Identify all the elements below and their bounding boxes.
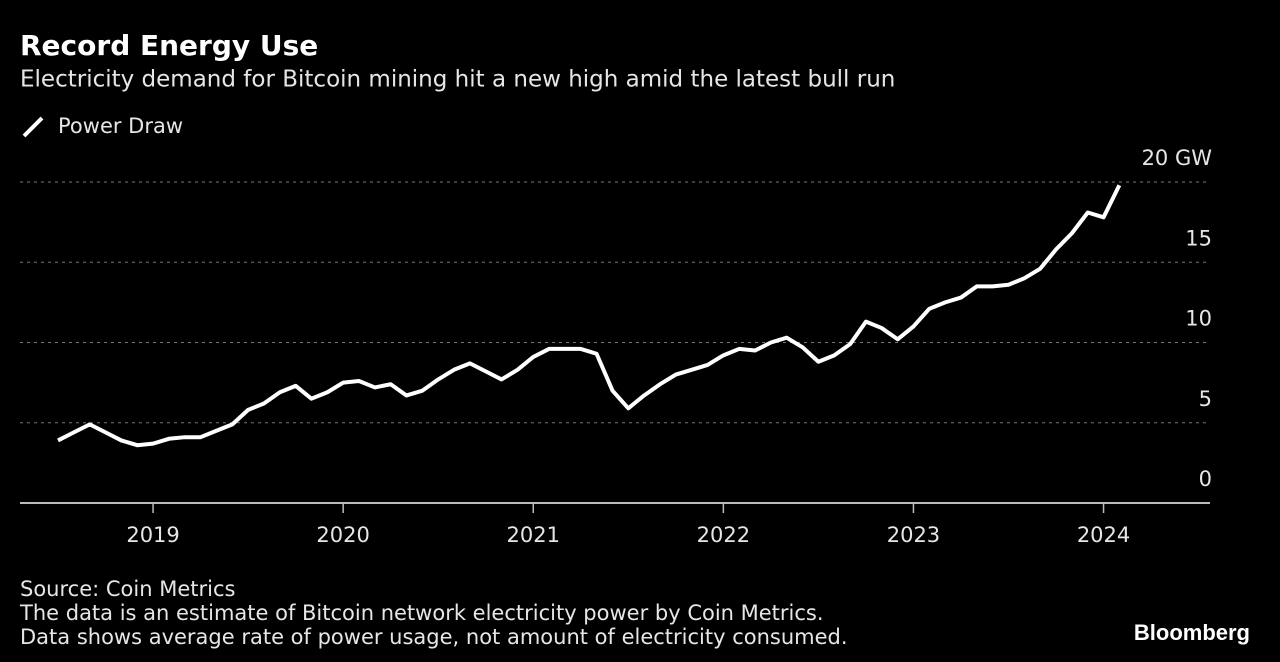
x-tick-label: 2021 <box>507 523 560 547</box>
legend-label: Power Draw <box>58 114 183 138</box>
legend-swatch <box>22 116 44 138</box>
y-tick-label: 0 <box>1199 467 1212 491</box>
x-tick-label: 2019 <box>126 523 179 547</box>
x-tick-label: 2023 <box>887 523 940 547</box>
brand: Bloomberg <box>1134 620 1250 645</box>
y-tick-label: 20 GW <box>1142 146 1213 170</box>
x-tick-label: 2022 <box>697 523 750 547</box>
note: Data shows average rate of power usage, … <box>20 625 848 649</box>
line <box>57 184 1122 448</box>
x-tick-label: 2020 <box>316 523 369 547</box>
x-tick-label: 2024 <box>1077 523 1130 547</box>
y-tick-label: 15 <box>1185 226 1212 250</box>
y-tick-label: 10 <box>1185 307 1212 331</box>
chart-title: Record Energy Use <box>20 29 318 62</box>
y-tick-label: 5 <box>1199 387 1212 411</box>
source: Source: Coin Metrics <box>20 577 235 601</box>
chart-subtitle: Electricity demand for Bitcoin mining hi… <box>20 67 895 93</box>
note: The data is an estimate of Bitcoin netwo… <box>19 601 824 625</box>
